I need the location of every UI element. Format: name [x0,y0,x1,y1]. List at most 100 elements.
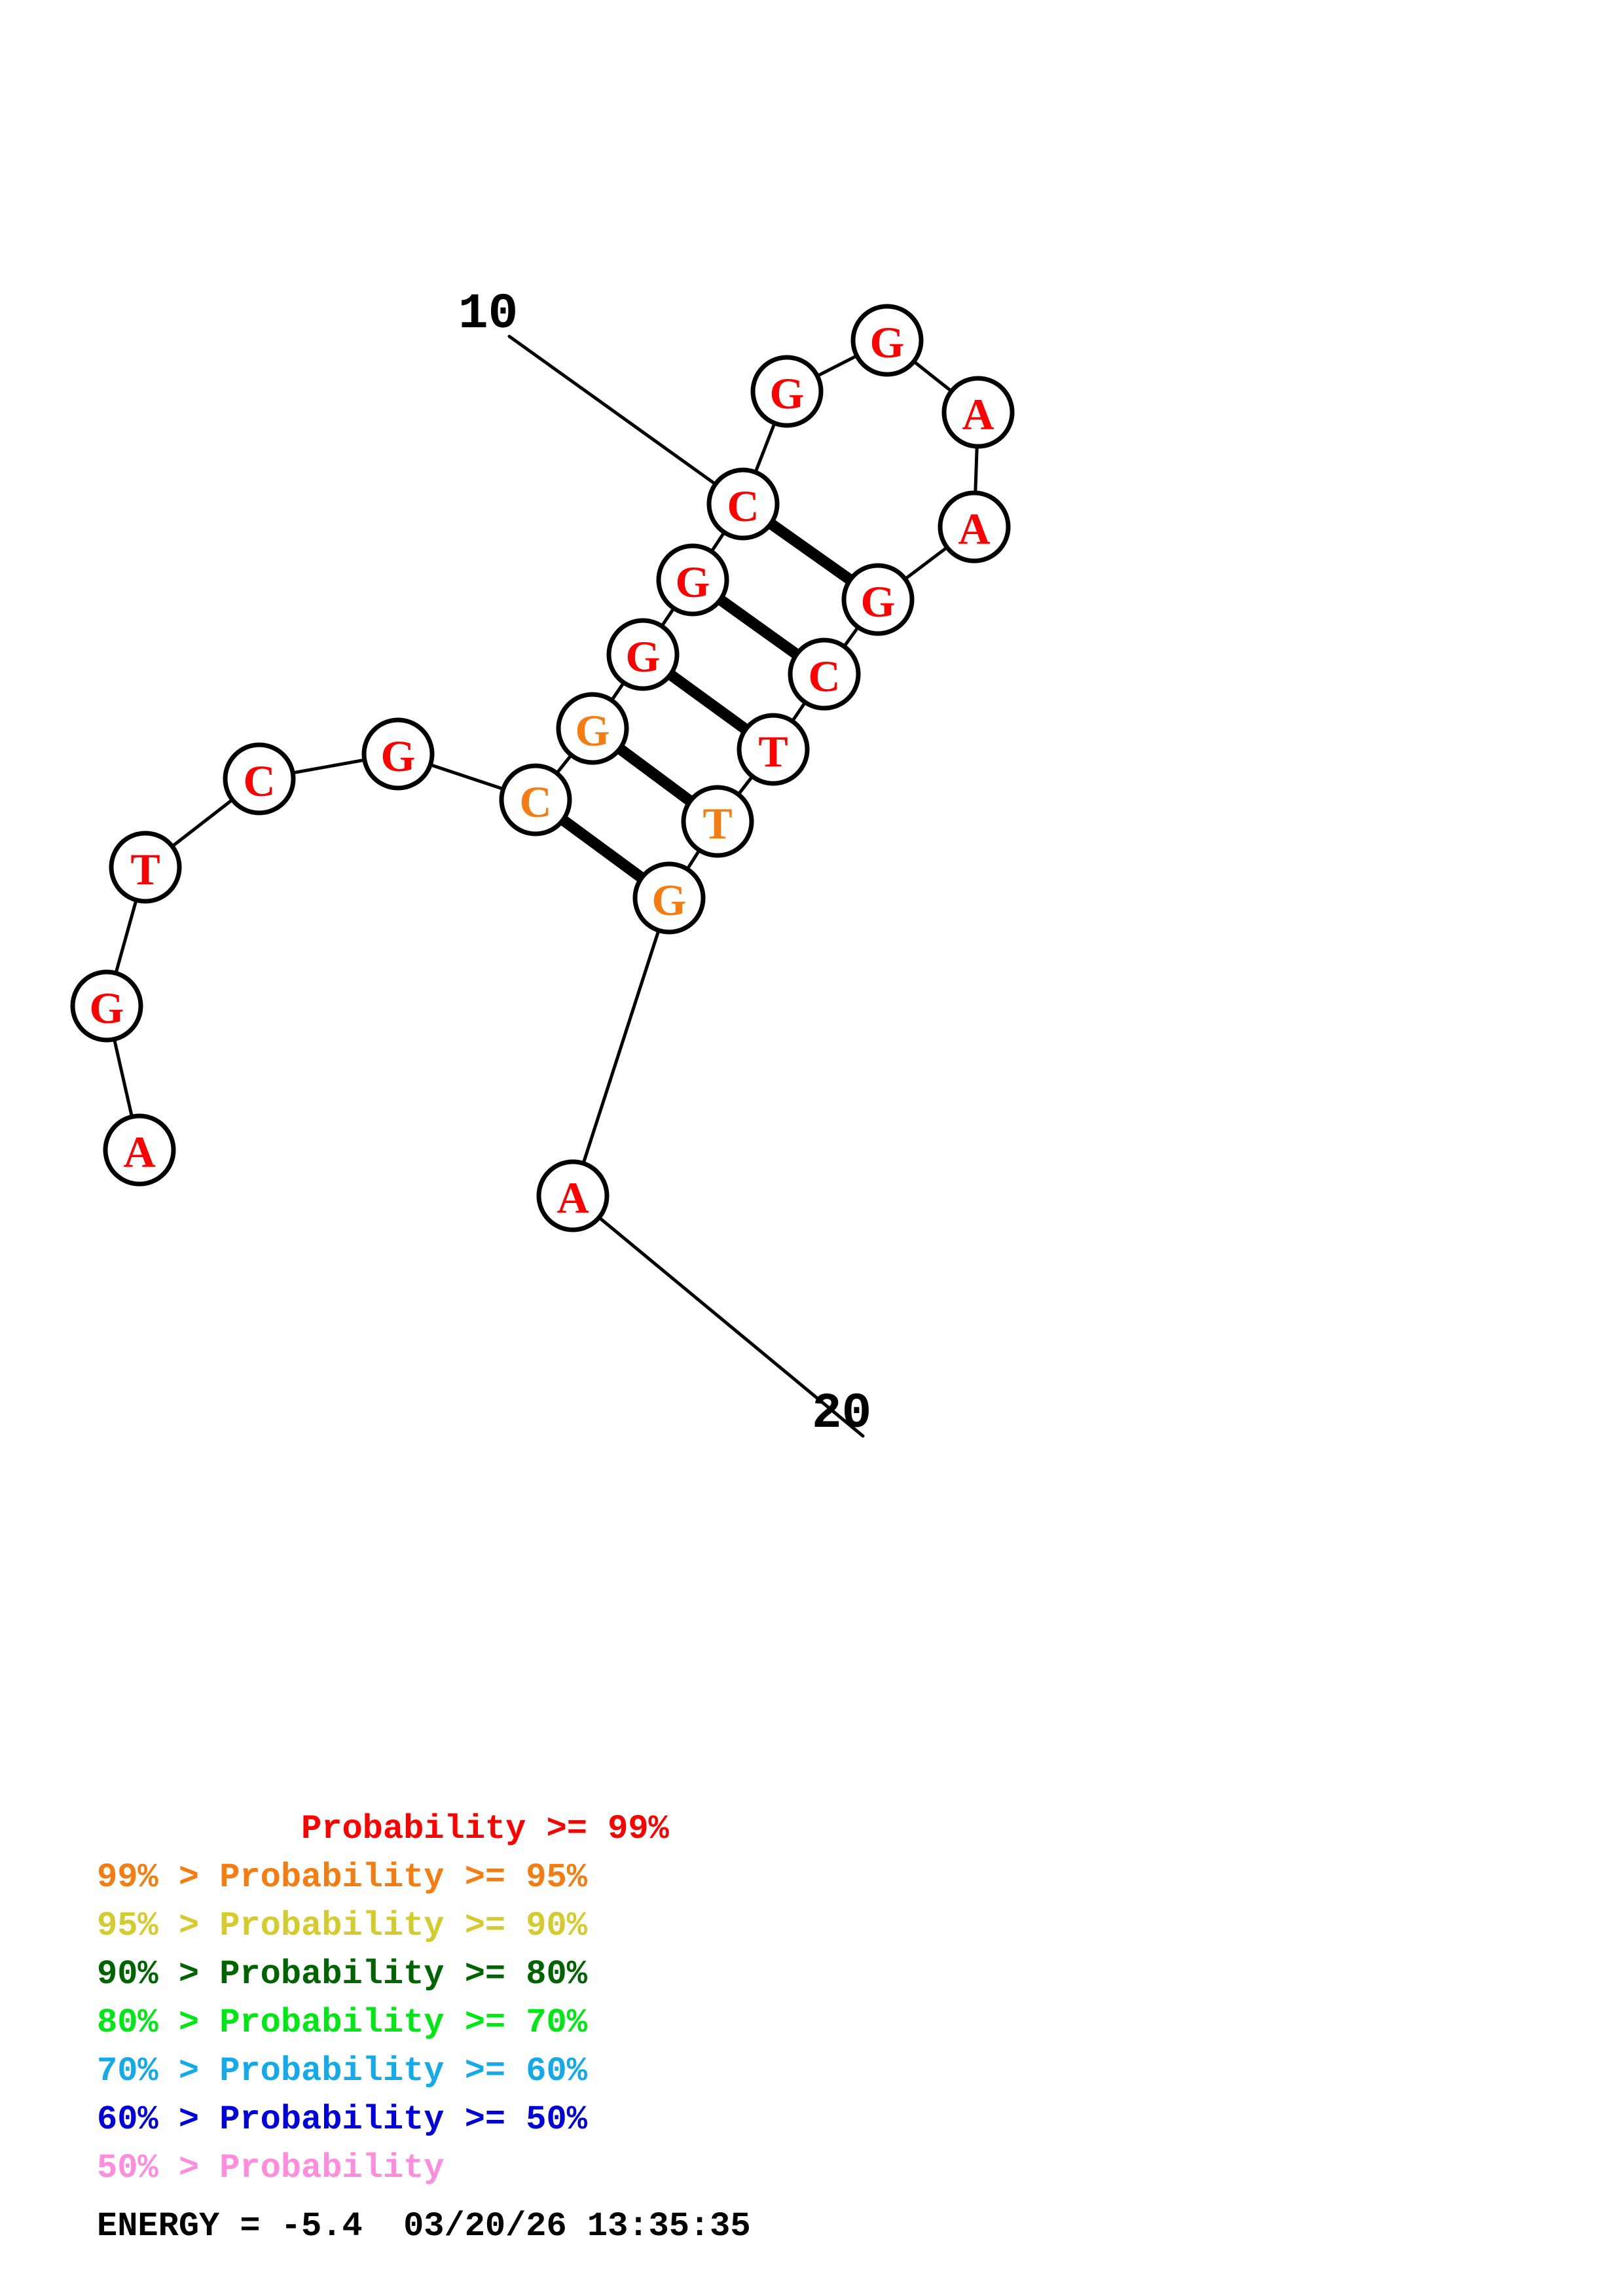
backbone-bond [816,354,858,378]
base-letter: G [652,875,687,925]
base-node[interactable]: A [938,490,1011,564]
base-circle [70,969,143,1043]
backbone-bond [429,763,505,791]
base-pair-bond [617,744,693,806]
position-label: 10 [458,286,518,342]
base-letter: G [676,557,710,607]
base-letter: G [870,317,905,367]
base-node[interactable]: G [606,618,680,691]
base-node[interactable]: A [536,1159,610,1232]
backbone-bond [555,753,573,775]
base-letter: G [381,731,416,781]
base-letter: C [808,651,840,701]
base-circle [750,355,824,428]
base-circle [536,1159,610,1232]
energy-timestamp-line: ENERGY = -5.4 03/20/26 13:35:35 [97,2207,751,2246]
base-pair-bond [718,595,799,659]
base-circle [938,490,1011,564]
legend-row-99: Probability >= 99% [97,1810,669,1848]
base-letter: T [758,726,788,776]
base-circle [223,742,296,816]
base-circle [556,692,629,765]
base-node[interactable]: A [941,376,1015,449]
base-letter: C [243,756,275,806]
base-letter: A [123,1127,155,1177]
base-pair-layer [560,519,853,882]
probability-legend: Probability >= 99% 99% > Probability >= 9… [97,1805,669,2193]
base-circle [788,637,861,711]
base-node[interactable]: T [681,785,754,858]
backbone-bond [114,899,138,975]
base-circle [499,763,572,836]
backbone-bond [581,929,661,1165]
base-circle [850,304,924,377]
base-letter: C [727,481,759,531]
base-node[interactable]: C [223,742,296,816]
base-letter: G [575,706,610,755]
legend-row-95: 99% > Probability >= 95% [97,1858,587,1897]
base-circle [109,831,182,904]
base-node[interactable]: C [788,637,861,711]
base-node[interactable]: G [850,304,924,377]
base-circle [103,1113,176,1187]
legend-row-70: 80% > Probability >= 70% [97,2003,587,2042]
base-letter: A [962,389,994,439]
base-circle [606,618,680,691]
base-letter: C [519,777,551,827]
base-node[interactable]: G [750,355,824,428]
backbone-bond [710,531,726,553]
base-circle [632,861,706,935]
backbone-bond [903,546,949,581]
backbone-bond [843,626,860,648]
base-circle [361,717,435,791]
base-node[interactable]: G [556,692,629,765]
base-node[interactable]: A [103,1113,176,1187]
legend-row-50: 60% > Probability >= 50% [97,2100,587,2139]
base-node[interactable]: G [841,563,915,636]
base-pair-bond [560,816,645,882]
base-letter: A [958,504,990,554]
legend-row-80: 90% > Probability >= 80% [97,1955,587,1994]
backbone-bond [974,445,979,494]
base-circle [941,376,1015,449]
base-pair-bond [768,519,853,584]
base-node[interactable]: G [361,717,435,791]
base-node[interactable]: G [632,861,706,935]
base-node[interactable]: T [109,831,182,904]
backbone-bond [685,849,701,870]
backbone-bond [610,681,625,702]
base-circle [841,563,915,636]
base-node[interactable]: C [499,763,572,836]
base-letter: A [556,1173,589,1223]
base-circle [681,785,754,858]
base-letter: T [702,798,732,848]
position-label-layer: 10 20 [458,286,871,1442]
base-node[interactable]: G [70,969,143,1043]
base-circle [737,713,810,786]
backbone-bond [754,422,776,474]
base-circle [706,467,780,541]
base-node[interactable]: C [706,467,780,541]
base-letter: G [626,632,661,681]
backbone-bond [113,1038,134,1118]
backbone-bond [171,798,234,848]
position-leader-line [507,334,717,486]
base-circle [656,543,729,617]
base-node[interactable]: T [737,713,810,786]
base-node[interactable]: G [656,543,729,617]
legend-row-60: 70% > Probability >= 60% [97,2052,587,2090]
base-letter: T [130,844,160,894]
backbone-bond [291,758,366,775]
position-leader-line [598,1216,865,1438]
backbone-bond [913,360,953,393]
backbone-bond [737,775,754,796]
base-pair-bond [667,670,749,734]
backbone-bond [660,607,676,628]
legend-row-below50: 50% > Probability [97,2149,445,2187]
position-label: 20 [812,1386,871,1442]
base-letter: G [770,368,805,418]
base-letter: G [90,983,124,1033]
backbone-bond [791,701,807,723]
